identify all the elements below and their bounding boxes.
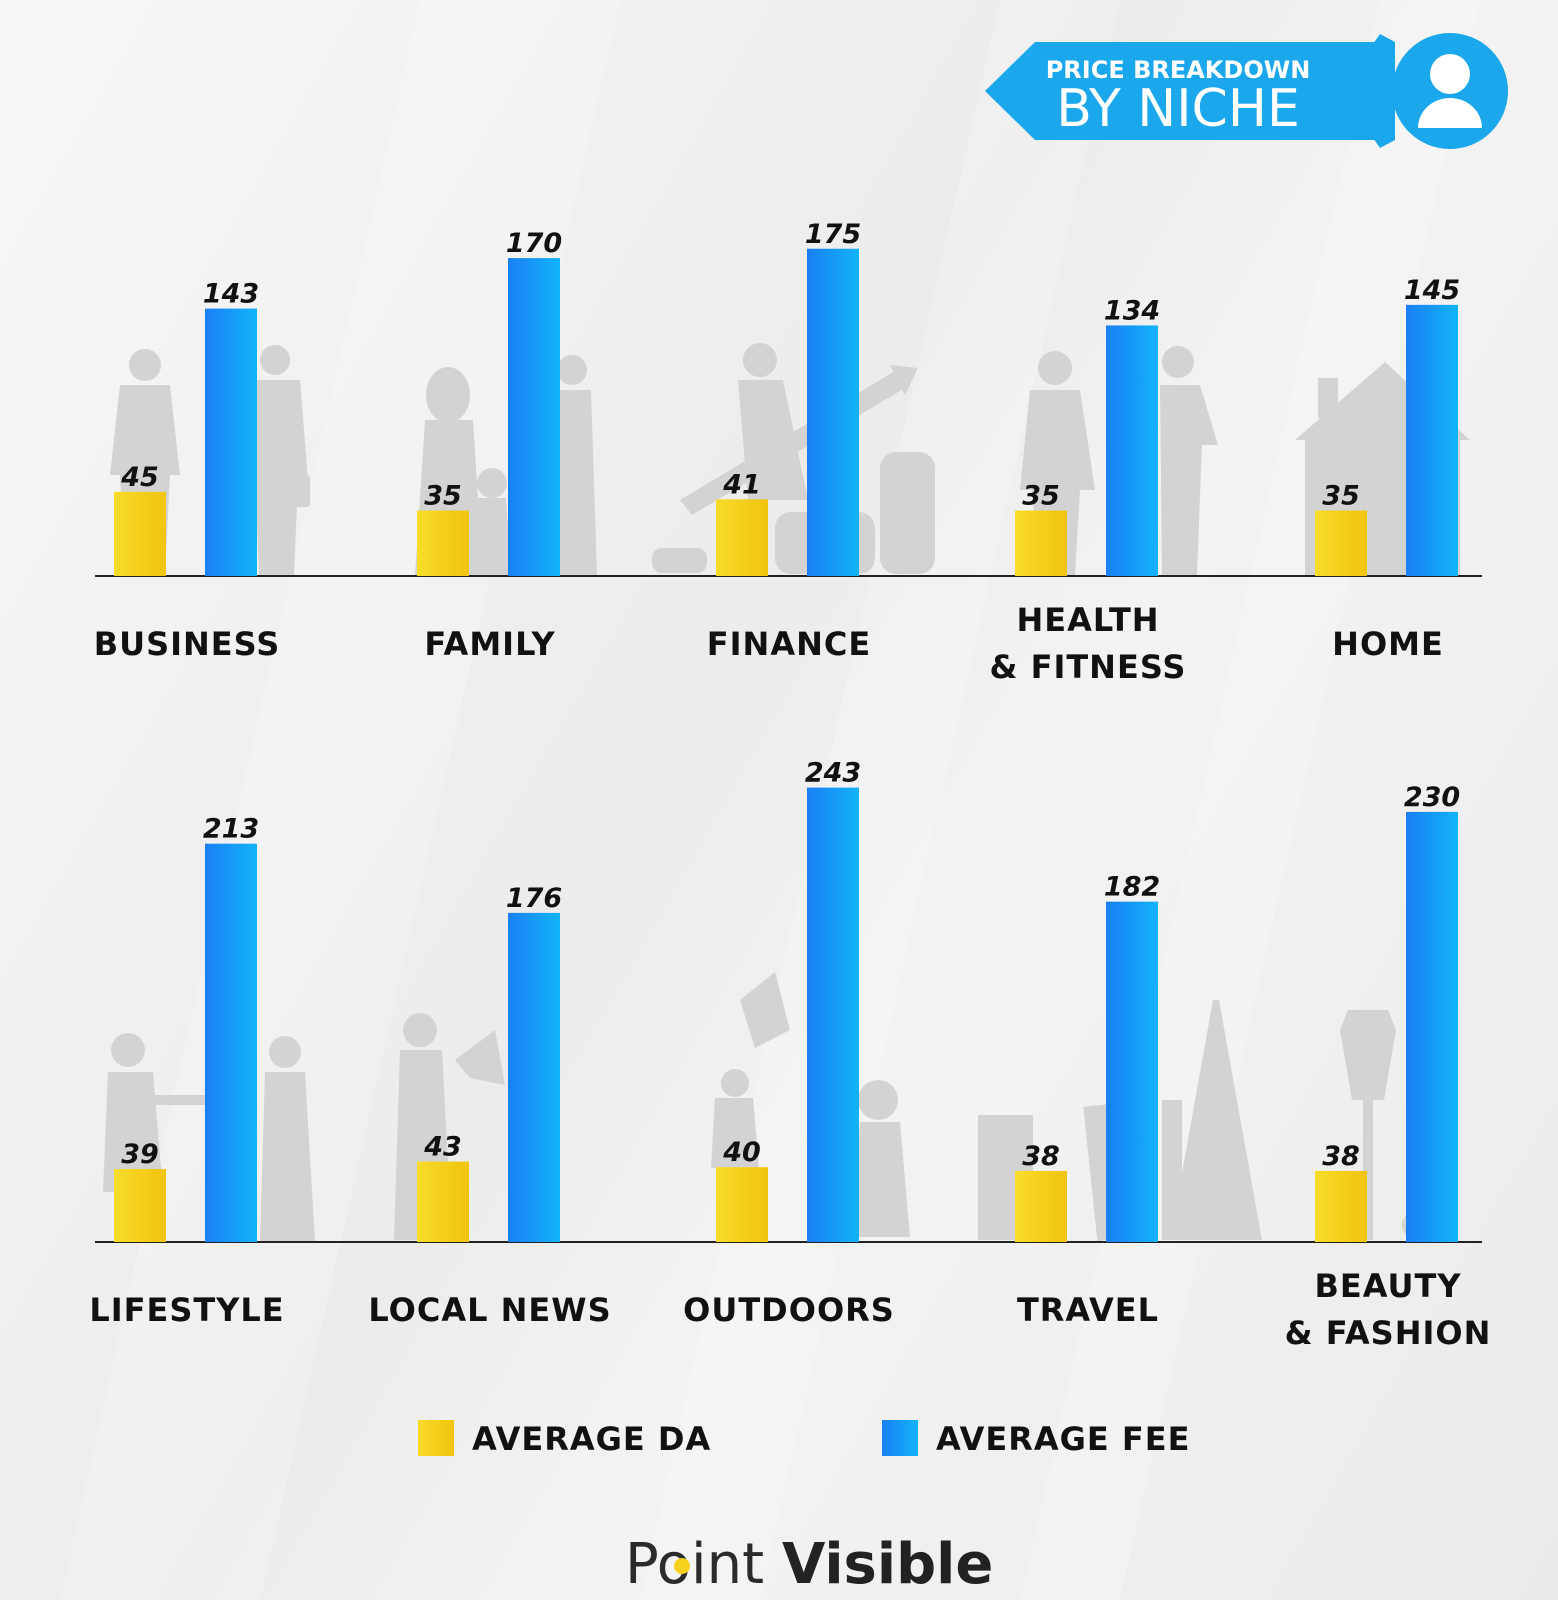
category-label: & FITNESS [990, 648, 1187, 686]
legend-swatch-fee [882, 1420, 918, 1456]
data-label-fee: 175 [805, 219, 861, 250]
bar-average-fee [1406, 811, 1458, 1242]
bar-average-fee [508, 912, 560, 1242]
logo-text-visible: Visible [782, 1532, 993, 1597]
category-label: HOME [1332, 625, 1444, 663]
bar-average-da [1315, 1170, 1367, 1242]
category-label: FAMILY [424, 625, 555, 663]
logo-text-point: Point [625, 1532, 764, 1597]
bar-average-da [716, 499, 768, 576]
bar-average-fee [205, 308, 257, 576]
data-label-fee: 243 [805, 758, 861, 789]
data-label-da: 38 [1022, 1141, 1060, 1172]
data-label-da: 35 [424, 481, 462, 512]
legend-label-fee: AVERAGE FEE [936, 1420, 1190, 1458]
data-label-da: 38 [1322, 1141, 1360, 1172]
bar-average-fee [1106, 325, 1158, 576]
title-banner: PRICE BREAKDOWN BY NICHE [985, 33, 1508, 149]
data-label-fee: 143 [203, 279, 259, 310]
user-icon [1418, 54, 1482, 128]
data-label-da: 35 [1322, 481, 1360, 512]
data-label-fee: 134 [1104, 295, 1160, 326]
bar-average-da [716, 1167, 768, 1242]
bar-average-fee [508, 258, 560, 576]
category-label: LIFESTYLE [89, 1291, 284, 1329]
bar-average-da [417, 510, 469, 576]
bar-average-da [1015, 1170, 1067, 1242]
data-label-fee: 182 [1104, 872, 1160, 903]
data-label-da: 41 [722, 469, 761, 500]
bar-average-fee [1406, 304, 1458, 576]
category-label: HEALTH [1016, 601, 1159, 639]
category-label: BEAUTY [1314, 1267, 1461, 1305]
banner-title-line2: BY NICHE [1056, 79, 1300, 139]
bar-average-da [114, 491, 166, 576]
bar-average-da [1015, 510, 1067, 576]
bar-average-da [417, 1161, 469, 1242]
background-streaks [60, 0, 1480, 1600]
category-label: FINANCE [707, 625, 871, 663]
legend-swatch-da [418, 1420, 454, 1456]
data-label-da: 39 [121, 1139, 159, 1170]
bar-average-da [114, 1169, 166, 1242]
bar-average-fee [205, 843, 257, 1242]
banner-title-line1: PRICE BREAKDOWN [1046, 56, 1311, 84]
bar-average-da [1315, 510, 1367, 576]
category-label: LOCAL NEWS [368, 1291, 611, 1329]
legend: AVERAGE DA AVERAGE FEE [418, 1420, 1190, 1458]
bar-chart: 45 143 BUSINESS 35 170 FAMILY 41 175 FINANCE 35 13… [89, 219, 1492, 1352]
legend-label-da: AVERAGE DA [472, 1420, 711, 1458]
data-label-fee: 230 [1404, 782, 1460, 813]
category-label: TRAVEL [1017, 1291, 1159, 1329]
data-label-fee: 213 [203, 814, 259, 845]
pointvisible-logo: Point Visible [625, 1532, 993, 1597]
bar-average-fee [1106, 901, 1158, 1242]
silhouettes-bottom [103, 972, 1438, 1242]
category-label: BUSINESS [94, 625, 281, 663]
data-label-fee: 170 [506, 228, 562, 259]
logo-dot-icon [674, 1558, 690, 1574]
data-label-fee: 145 [1404, 275, 1460, 306]
data-label-da: 40 [722, 1137, 761, 1168]
category-label: & FASHION [1285, 1314, 1492, 1352]
data-label-da: 45 [120, 462, 159, 493]
bar-average-fee [807, 787, 859, 1242]
data-label-da: 43 [423, 1132, 462, 1163]
category-label: OUTDOORS [683, 1291, 895, 1329]
data-label-da: 35 [1022, 481, 1060, 512]
bar-average-fee [807, 248, 859, 576]
data-label-fee: 176 [506, 883, 562, 914]
